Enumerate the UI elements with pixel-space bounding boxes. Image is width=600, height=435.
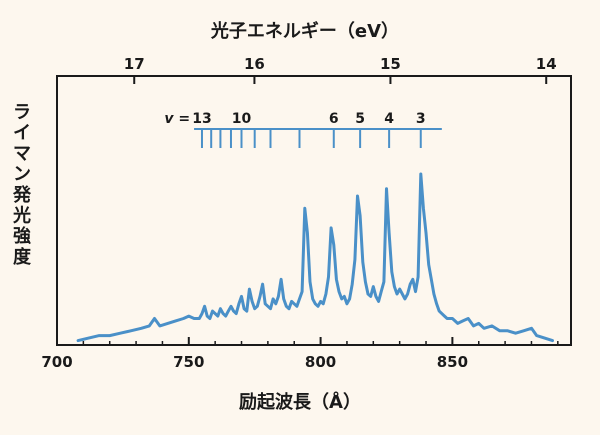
y-axis-title: ライマン発光強度: [12, 102, 32, 268]
y-axis-title-char: マ: [13, 143, 31, 164]
top-axis-title: 光子エネルギー（eV）: [210, 20, 399, 42]
x-axis-title: 励起波長（Å）: [239, 390, 361, 413]
y-axis-title-char: ン: [13, 164, 31, 185]
top-axis-ticks: 17 16 15 14: [124, 55, 557, 84]
x-tick-label: 700: [41, 353, 72, 371]
y-axis-title-char: 度: [13, 246, 32, 268]
top-tick-label: 17: [124, 55, 145, 73]
progression-label: 6: [329, 111, 339, 127]
plot-frame: [56, 75, 572, 346]
top-tick-label: 14: [536, 55, 557, 73]
progression-symbol: v =: [164, 111, 190, 127]
y-axis-title-char: 光: [12, 205, 31, 227]
top-tick-label: 15: [380, 55, 401, 73]
progression-label: 3: [416, 111, 426, 127]
progression-label: 13: [192, 111, 211, 127]
progression-label: 10: [232, 111, 252, 127]
top-tick-label: 16: [244, 55, 265, 73]
x-tick-label: 850: [437, 353, 468, 371]
x-tick-label: 750: [173, 353, 204, 371]
x-axis-ticks: 700 750 800 850: [41, 337, 559, 371]
y-axis-title-char: 発: [12, 184, 32, 206]
y-axis-title-char: イ: [13, 123, 31, 144]
series-line: [76, 172, 554, 343]
vibrational-progression: v = 13 10 6 5 4 3: [164, 111, 442, 148]
y-axis-title-char: 強: [13, 225, 31, 247]
progression-label: 5: [355, 111, 365, 127]
y-axis-title-char: ラ: [13, 102, 31, 123]
x-tick-label: 800: [305, 353, 336, 371]
progression-label: 4: [384, 111, 394, 127]
